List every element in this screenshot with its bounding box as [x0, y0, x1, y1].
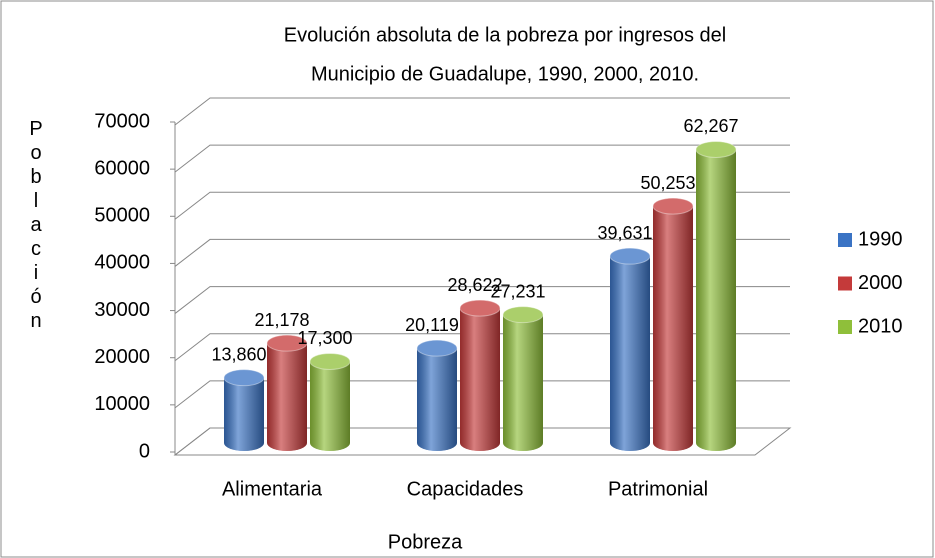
- bar-top: [502, 306, 544, 324]
- bar-top: [309, 352, 351, 370]
- bar-top-shine: [267, 335, 307, 352]
- y-tick-label: 0: [139, 440, 150, 462]
- data-label: 20,119: [405, 315, 459, 335]
- grid-line: [174, 97, 790, 126]
- bar-top-shine: [460, 300, 500, 317]
- bar-top: [223, 369, 265, 387]
- legend-label: 2010: [858, 315, 903, 337]
- chart-title: Municipio de Guadalupe, 1990, 2000, 2010…: [311, 63, 699, 85]
- data-label: 28,622: [447, 275, 502, 295]
- bar-top: [609, 247, 651, 265]
- bar-top-shine: [503, 306, 543, 323]
- bar-shade: [267, 343, 307, 451]
- x-axis-label: Pobreza: [388, 531, 463, 553]
- data-label: 39,631: [597, 223, 652, 243]
- bar-top-shine: [610, 248, 650, 265]
- bar-shade: [460, 308, 500, 451]
- data-label: 21,178: [254, 310, 309, 330]
- bar-top-shine: [653, 198, 693, 215]
- bar-top: [695, 140, 737, 158]
- chart-title: Evolución absoluta de la pobreza por ing…: [284, 24, 727, 46]
- grid-line: [174, 333, 790, 362]
- data-label: 50,253: [640, 173, 695, 193]
- bar-top: [266, 334, 308, 352]
- y-tick-label: 30000: [94, 299, 150, 321]
- bar-shade: [610, 256, 650, 451]
- legend-label: 2000: [858, 272, 903, 294]
- legend-swatch: [838, 320, 852, 334]
- data-label: 62,267: [683, 116, 738, 136]
- bar-top-shine: [417, 340, 457, 357]
- bar-top-shine: [696, 141, 736, 158]
- x-tick-label: Capacidades: [407, 478, 524, 500]
- y-axis-label: Población: [25, 118, 47, 334]
- y-tick-label: 50000: [94, 205, 150, 227]
- y-tick-label: 20000: [94, 346, 150, 368]
- grid-line: [174, 380, 790, 409]
- bar-shade: [417, 348, 457, 451]
- bar-shade: [310, 361, 350, 451]
- bar-top-shine: [310, 353, 350, 370]
- bar-shade: [653, 206, 693, 451]
- data-label: 17,300: [297, 328, 352, 348]
- legend-swatch: [838, 276, 852, 291]
- grid-line: [174, 238, 790, 267]
- y-tick-label: 60000: [94, 157, 150, 179]
- grid-line: [174, 144, 790, 173]
- grid-line: [174, 191, 790, 220]
- bar-top: [652, 197, 694, 215]
- x-tick-label: Alimentaria: [222, 478, 323, 500]
- y-tick-label: 40000: [94, 252, 150, 274]
- bar-top: [459, 299, 501, 317]
- legend-label: 1990: [858, 228, 903, 250]
- data-label: 13,860: [211, 344, 266, 364]
- legend-swatch: [838, 233, 852, 247]
- x-tick-label: Patrimonial: [608, 478, 708, 500]
- bar-shade: [224, 377, 264, 451]
- bar-shade: [503, 314, 543, 451]
- bar-top: [416, 339, 458, 357]
- grid-line: [174, 286, 790, 314]
- y-tick-label: 10000: [94, 393, 150, 415]
- bar-top-shine: [224, 369, 264, 386]
- bar-shade: [696, 149, 736, 451]
- grid-line: [174, 427, 790, 456]
- y-tick-label: 70000: [94, 110, 150, 132]
- data-label: 27,231: [490, 281, 545, 301]
